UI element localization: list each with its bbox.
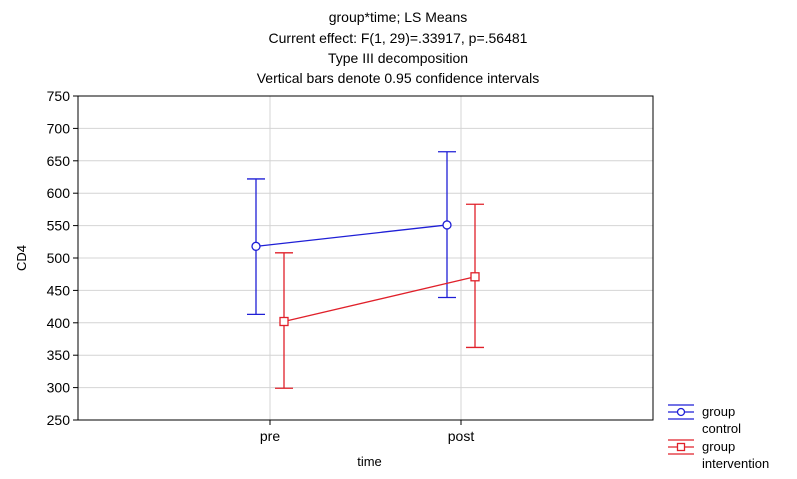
y-tick-label: 600 [47, 185, 71, 201]
legend-label: intervention [702, 456, 769, 471]
x-tick-label: post [448, 428, 475, 444]
series-1 [247, 151, 456, 316]
data-point [442, 220, 452, 230]
y-tick-label: 400 [47, 315, 71, 331]
title-line: group*time; LS Means [329, 9, 468, 25]
y-tick-label: 500 [47, 250, 71, 266]
y-tick-label: 300 [47, 380, 71, 396]
legend-label: control [702, 421, 741, 436]
legend-label: group [702, 404, 735, 419]
title-line: Type III decomposition [328, 50, 468, 66]
y-tick-label: 450 [47, 282, 71, 298]
title-line: Current effect: F(1, 29)=.33917, p=.5648… [269, 30, 528, 46]
grid [78, 95, 653, 421]
data-point [279, 316, 289, 327]
y-tick-label: 550 [47, 218, 71, 234]
series-2 [275, 203, 484, 389]
title-line: Vertical bars denote 0.95 confidence int… [257, 70, 540, 86]
series-line [255, 224, 448, 247]
legend: group control group intervention [668, 404, 769, 471]
y-tick-label: 750 [47, 88, 71, 104]
legend-item: group intervention [668, 439, 769, 471]
x-axis: pre post [260, 420, 474, 444]
data-point [251, 241, 261, 251]
series [247, 151, 484, 389]
y-axis-title: CD4 [14, 245, 29, 271]
legend-marker [676, 407, 686, 417]
y-tick-label: 650 [47, 153, 71, 169]
x-axis-title: time [357, 454, 382, 469]
legend-item: group control [668, 404, 741, 436]
legend-marker [676, 442, 686, 452]
y-tick-label: 700 [47, 120, 71, 136]
data-point [470, 272, 480, 282]
chart-title: group*time; LS Means Current effect: F(1… [257, 9, 540, 86]
y-tick-label: 350 [47, 347, 71, 363]
series-line [283, 276, 476, 323]
x-tick-label: pre [260, 428, 280, 444]
y-tick-label: 250 [47, 412, 71, 428]
y-axis: 250 300 350 400 450 500 550 600 650 700 750 [47, 88, 78, 428]
legend-label: group [702, 439, 735, 454]
